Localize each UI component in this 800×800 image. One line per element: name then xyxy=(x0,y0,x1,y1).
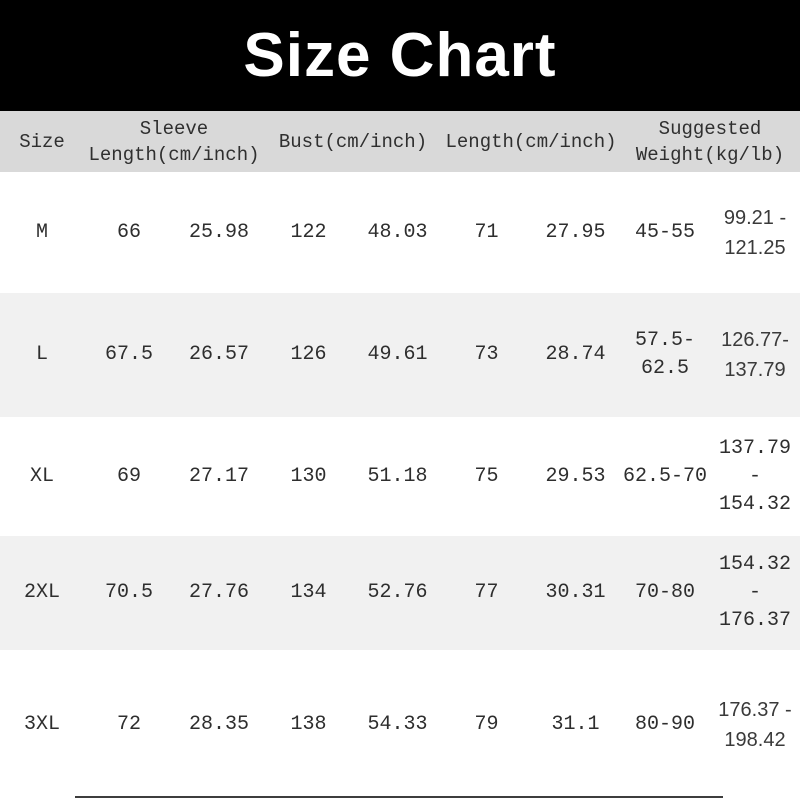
cell-sleeve-cm: 69 xyxy=(116,464,141,488)
cell-sleeve-cm: 66 xyxy=(116,220,141,244)
cell-length-cm: 71 xyxy=(474,220,499,244)
cell-weight-kg: 57.5- 62.5 xyxy=(634,329,695,380)
cell-bust-cm: 138 xyxy=(290,713,327,736)
cell-length-in: 29.53 xyxy=(545,464,606,488)
cell-bust-cm: 122 xyxy=(290,220,327,244)
header-cell-length: Length(cm/inch) xyxy=(445,130,617,153)
cell-sleeve-cm: 72 xyxy=(116,713,141,736)
cell-length-cm: 77 xyxy=(474,581,499,604)
cell-length-in: 28.74 xyxy=(545,343,606,366)
cell-length-cm: 79 xyxy=(474,713,499,736)
bottom-divider-line xyxy=(75,796,723,798)
cell-bust-in: 49.61 xyxy=(367,343,428,366)
cell-length-in: 30.31 xyxy=(545,581,606,604)
header-cell-size: Size xyxy=(19,130,65,153)
cell-sleeve-in: 27.17 xyxy=(188,464,249,488)
table-row-l: L 67.5 26.57 126 49.61 73 28.74 57.5- 62… xyxy=(0,293,800,417)
cell-weight-kg: 45-55 xyxy=(634,220,695,244)
cell-sleeve-in: 26.57 xyxy=(188,343,249,366)
cell-bust-cm: 126 xyxy=(290,343,327,366)
cell-weight-lb: 176.37 - 198.42 xyxy=(718,699,792,751)
cell-bust-cm: 134 xyxy=(290,581,327,604)
cell-sleeve-cm: 67.5 xyxy=(104,343,153,366)
cell-weight-lb: 99.21 - 121.25 xyxy=(723,206,787,259)
cell-bust-in: 51.18 xyxy=(367,464,428,488)
cell-length-cm: 73 xyxy=(474,343,499,366)
cell-weight-kg: 80-90 xyxy=(634,713,695,736)
table-header-row: Size Sleeve Length(cm/inch) Bust(cm/inch… xyxy=(0,111,800,172)
cell-bust-cm: 130 xyxy=(290,464,327,488)
title-banner: Size Chart xyxy=(0,0,800,111)
cell-bust-in: 48.03 xyxy=(367,220,428,244)
cell-size: L xyxy=(35,343,48,366)
cell-weight-kg: 62.5-70 xyxy=(622,464,707,488)
cell-size: XL xyxy=(29,464,54,488)
table-row-3xl: 3XL 72 28.35 138 54.33 79 31.1 80-90 176… xyxy=(0,650,800,800)
cell-length-in: 27.95 xyxy=(545,220,606,244)
cell-sleeve-cm: 70.5 xyxy=(104,581,153,604)
cell-bust-in: 54.33 xyxy=(367,713,428,736)
cell-length-in: 31.1 xyxy=(551,713,600,736)
cell-weight-lb: 126.77- 137.79 xyxy=(721,329,789,381)
cell-size: 3XL xyxy=(23,713,60,736)
table-row-2xl: 2XL 70.5 27.76 134 52.76 77 30.31 70-80 … xyxy=(0,536,800,650)
header-cell-sleeve-length: Sleeve Length(cm/inch) xyxy=(88,117,260,166)
header-cell-suggested-weight: Suggested Weight(kg/lb) xyxy=(635,117,785,166)
cell-weight-kg: 70-80 xyxy=(634,581,695,604)
cell-sleeve-in: 27.76 xyxy=(188,581,249,604)
cell-weight-lb: 154.32 - 176.37 xyxy=(718,553,791,632)
cell-size: M xyxy=(35,220,48,244)
cell-length-cm: 75 xyxy=(474,464,499,488)
table-row-xl: XL 69 27.17 130 51.18 75 29.53 62.5-70 1… xyxy=(0,417,800,536)
size-chart-table: Size Sleeve Length(cm/inch) Bust(cm/inch… xyxy=(0,111,800,800)
table-row-m: M 66 25.98 122 48.03 71 27.95 45-55 99.2… xyxy=(0,172,800,293)
cell-sleeve-in: 25.98 xyxy=(188,220,249,244)
cell-size: 2XL xyxy=(23,581,60,604)
cell-sleeve-in: 28.35 xyxy=(188,713,249,736)
header-cell-bust: Bust(cm/inch) xyxy=(278,130,428,153)
cell-weight-lb: 137.79 - 154.32 xyxy=(718,436,791,516)
page-title: Size Chart xyxy=(243,21,557,90)
cell-bust-in: 52.76 xyxy=(367,581,428,604)
